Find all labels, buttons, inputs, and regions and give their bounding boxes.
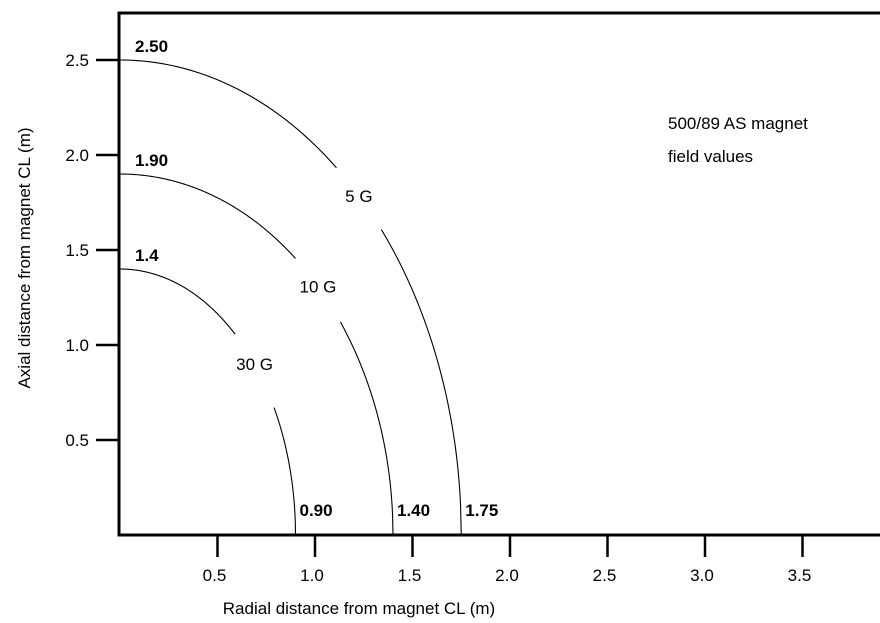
- x-tick-label: 2.0: [495, 566, 519, 585]
- contour-line: [120, 268, 236, 335]
- radial-intercept-label: 1.75: [465, 501, 498, 520]
- axial-intercept-label: 1.4: [135, 246, 159, 265]
- radial-intercept-label: 0.90: [300, 501, 333, 520]
- y-tick-label: 1.0: [65, 336, 89, 355]
- y-tick-label: 0.5: [65, 431, 89, 450]
- x-tick-label: 3.0: [690, 566, 714, 585]
- contour-line: [119, 59, 337, 169]
- y-tick-label: 2.0: [65, 146, 89, 165]
- x-tick-label: 1.5: [398, 566, 422, 585]
- y-tick-label: 2.5: [65, 51, 89, 70]
- contour-label: 30 G: [236, 355, 273, 374]
- x-tick-label: 3.5: [788, 566, 812, 585]
- contour-line: [119, 173, 296, 259]
- contour-curves: [119, 59, 462, 536]
- y-axis-title: Axial distance from magnet CL (m): [15, 127, 34, 388]
- y-tick-label: 1.5: [65, 241, 89, 260]
- contour-label: 5 G: [345, 187, 372, 206]
- chart-labels: 5 G 2.50 1.75 10 G 1.90 1.40 30 G 1.4 0.90: [135, 37, 498, 520]
- axial-intercept-label: 1.90: [135, 151, 168, 170]
- x-tick-label: 0.5: [203, 566, 227, 585]
- contour-line: [273, 407, 297, 536]
- chart-annotation-line-2: field values: [668, 147, 753, 166]
- contour-line: [380, 229, 462, 536]
- chart-annotation-line-1: 500/89 AS magnet: [668, 114, 808, 133]
- x-axis-title: Radial distance from magnet CL (m): [223, 599, 495, 618]
- contour-label: 10 G: [299, 277, 336, 296]
- x-tick-label: 2.5: [593, 566, 617, 585]
- contour-line: [339, 321, 394, 536]
- axial-intercept-label: 2.50: [135, 37, 168, 56]
- radial-intercept-label: 1.40: [397, 501, 430, 520]
- axes: 0.5 1.0 1.5 2.0 2.5 0.5 1.0 1.5 2.0 2.5 3.0 3.5: [65, 11, 880, 585]
- x-tick-label: 1.0: [300, 566, 324, 585]
